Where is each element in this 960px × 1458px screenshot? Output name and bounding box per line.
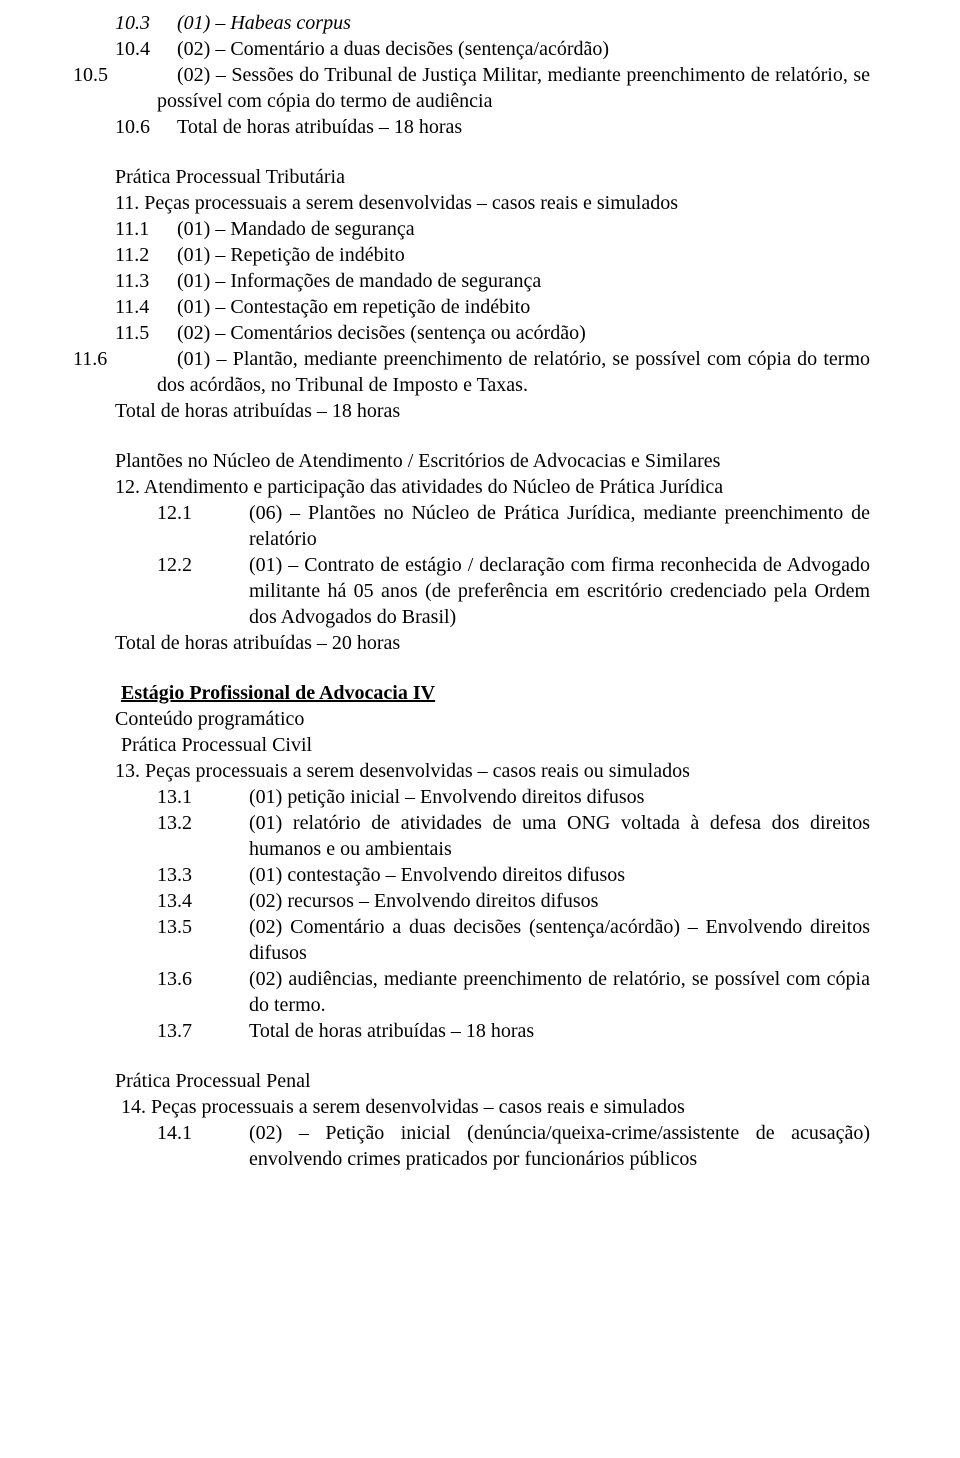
num-13-4: 13.4: [115, 888, 249, 914]
num-13-6: 13.6: [115, 966, 249, 1018]
num-11-2: 11.2: [115, 242, 177, 268]
heading-estagio4: Estágio Profissional de Advocacia IV: [115, 680, 870, 706]
item-13-2: 13.2 (01) relatório de atividades de uma…: [115, 810, 870, 862]
num-11-3: 11.3: [115, 268, 177, 294]
heading-estagio4-text: Estágio Profissional de Advocacia IV: [121, 682, 435, 704]
item-10-3: 10.3(01) – Habeas corpus: [115, 10, 870, 36]
label-11-4: (01) – Contestação em repetição de indéb…: [177, 296, 530, 318]
label-10-6: Total de horas atribuídas – 18 horas: [177, 116, 462, 138]
num-11-5: 11.5: [115, 320, 177, 346]
heading-penal: Prática Processual Penal: [115, 1068, 870, 1094]
item-13-5: 13.5 (02) Comentário a duas decisões (se…: [115, 914, 870, 966]
item-13-7: 13.7 Total de horas atribuídas – 18 hora…: [115, 1018, 870, 1044]
num-12-1: 12.1: [115, 500, 249, 552]
label-13-5: (02) Comentário a duas decisões (sentenç…: [249, 914, 870, 966]
label-10-4: (02) – Comentário a duas decisões (sente…: [177, 38, 609, 60]
document-page: 10.3(01) – Habeas corpus 10.4(02) – Come…: [0, 0, 960, 1212]
item-11-5: 11.5(02) – Comentários decisões (sentenç…: [115, 320, 870, 346]
num-10-6: 10.6: [115, 114, 177, 140]
item-10-6: 10.6Total de horas atribuídas – 18 horas: [115, 114, 870, 140]
heading-s12: 12. Atendimento e participação das ativi…: [115, 474, 870, 500]
label-11-3: (01) – Informações de mandado de seguran…: [177, 270, 541, 292]
num-13-2: 13.2: [115, 810, 249, 862]
heading-plantoes: Plantões no Núcleo de Atendimento / Escr…: [115, 448, 870, 474]
item-13-3: 13.3 (01) contestação – Envolvendo direi…: [115, 862, 870, 888]
num-10-4: 10.4: [115, 36, 177, 62]
num-10-5: 10.5: [115, 62, 177, 88]
label-13-7: Total de horas atribuídas – 18 horas: [249, 1018, 870, 1044]
item-13-4: 13.4 (02) recursos – Envolvendo direitos…: [115, 888, 870, 914]
item-11-6: 11.6(01) – Plantão, mediante preenchimen…: [115, 346, 870, 398]
item-13-6: 13.6 (02) audiências, mediante preenchim…: [115, 966, 870, 1018]
label-13-1: (01) petição inicial – Envolvendo direit…: [249, 784, 870, 810]
label-13-3: (01) contestação – Envolvendo direitos d…: [249, 862, 870, 888]
label-11-1: (01) – Mandado de segurança: [177, 218, 415, 240]
num-13-7: 13.7: [115, 1018, 249, 1044]
label-11-2: (01) – Repetição de indébito: [177, 244, 405, 266]
num-11-4: 11.4: [115, 294, 177, 320]
num-14-1: 14.1: [115, 1120, 249, 1172]
num-10-3: 10.3: [115, 10, 177, 36]
num-12-2: 12.2: [115, 552, 249, 630]
total-plantoes: Total de horas atribuídas – 20 horas: [115, 630, 870, 656]
item-10-4: 10.4(02) – Comentário a duas decisões (s…: [115, 36, 870, 62]
heading-s14: 14. Peças processuais a serem desenvolvi…: [115, 1094, 870, 1120]
num-13-3: 13.3: [115, 862, 249, 888]
heading-civil: Prática Processual Civil: [115, 732, 870, 758]
label-12-1: (06) – Plantões no Núcleo de Prática Jur…: [249, 500, 870, 552]
item-11-3: 11.3(01) – Informações de mandado de seg…: [115, 268, 870, 294]
label-12-2: (01) – Contrato de estágio / declaração …: [249, 552, 870, 630]
conteudo-programatico: Conteúdo programático: [115, 706, 870, 732]
total-tributaria: Total de horas atribuídas – 18 horas: [115, 398, 870, 424]
item-11-2: 11.2(01) – Repetição de indébito: [115, 242, 870, 268]
label-13-6: (02) audiências, mediante preenchimento …: [249, 966, 870, 1018]
item-12-1-row1: 12.1 (06) – Plantões no Núcleo de Prátic…: [115, 500, 870, 552]
heading-tributaria: Prática Processual Tributária: [115, 164, 870, 190]
item-11-4: 11.4(01) – Contestação em repetição de i…: [115, 294, 870, 320]
label-13-4: (02) recursos – Envolvendo direitos difu…: [249, 888, 870, 914]
item-13-1: 13.1 (01) petição inicial – Envolvendo d…: [115, 784, 870, 810]
num-11-1: 11.1: [115, 216, 177, 242]
label-14-1: (02) – Petição inicial (denúncia/queixa-…: [249, 1120, 870, 1172]
num-11-6: 11.6: [115, 346, 177, 372]
item-11-1: 11.1(01) – Mandado de segurança: [115, 216, 870, 242]
label-13-2: (01) relatório de atividades de uma ONG …: [249, 810, 870, 862]
label-11-5: (02) – Comentários decisões (sentença ou…: [177, 322, 586, 344]
item-14-1: 14.1 (02) – Petição inicial (denúncia/qu…: [115, 1120, 870, 1172]
item-10-5: 10.5(02) – Sessões do Tribunal de Justiç…: [115, 62, 870, 114]
item-12-2-row1: 12.2 (01) – Contrato de estágio / declar…: [115, 552, 870, 630]
label-10-3: (01) – Habeas corpus: [177, 12, 351, 34]
label-11-6: (01) – Plantão, mediante preenchimento d…: [157, 348, 870, 396]
num-13-1: 13.1: [115, 784, 249, 810]
label-10-5: (02) – Sessões do Tribunal de Justiça Mi…: [157, 64, 870, 112]
num-13-5: 13.5: [115, 914, 249, 966]
heading-s11: 11. Peças processuais a serem desenvolvi…: [115, 190, 870, 216]
heading-s13: 13. Peças processuais a serem desenvolvi…: [115, 758, 870, 784]
